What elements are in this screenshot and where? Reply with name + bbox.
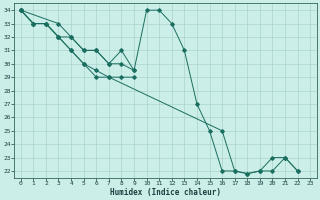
X-axis label: Humidex (Indice chaleur): Humidex (Indice chaleur) <box>110 188 221 197</box>
